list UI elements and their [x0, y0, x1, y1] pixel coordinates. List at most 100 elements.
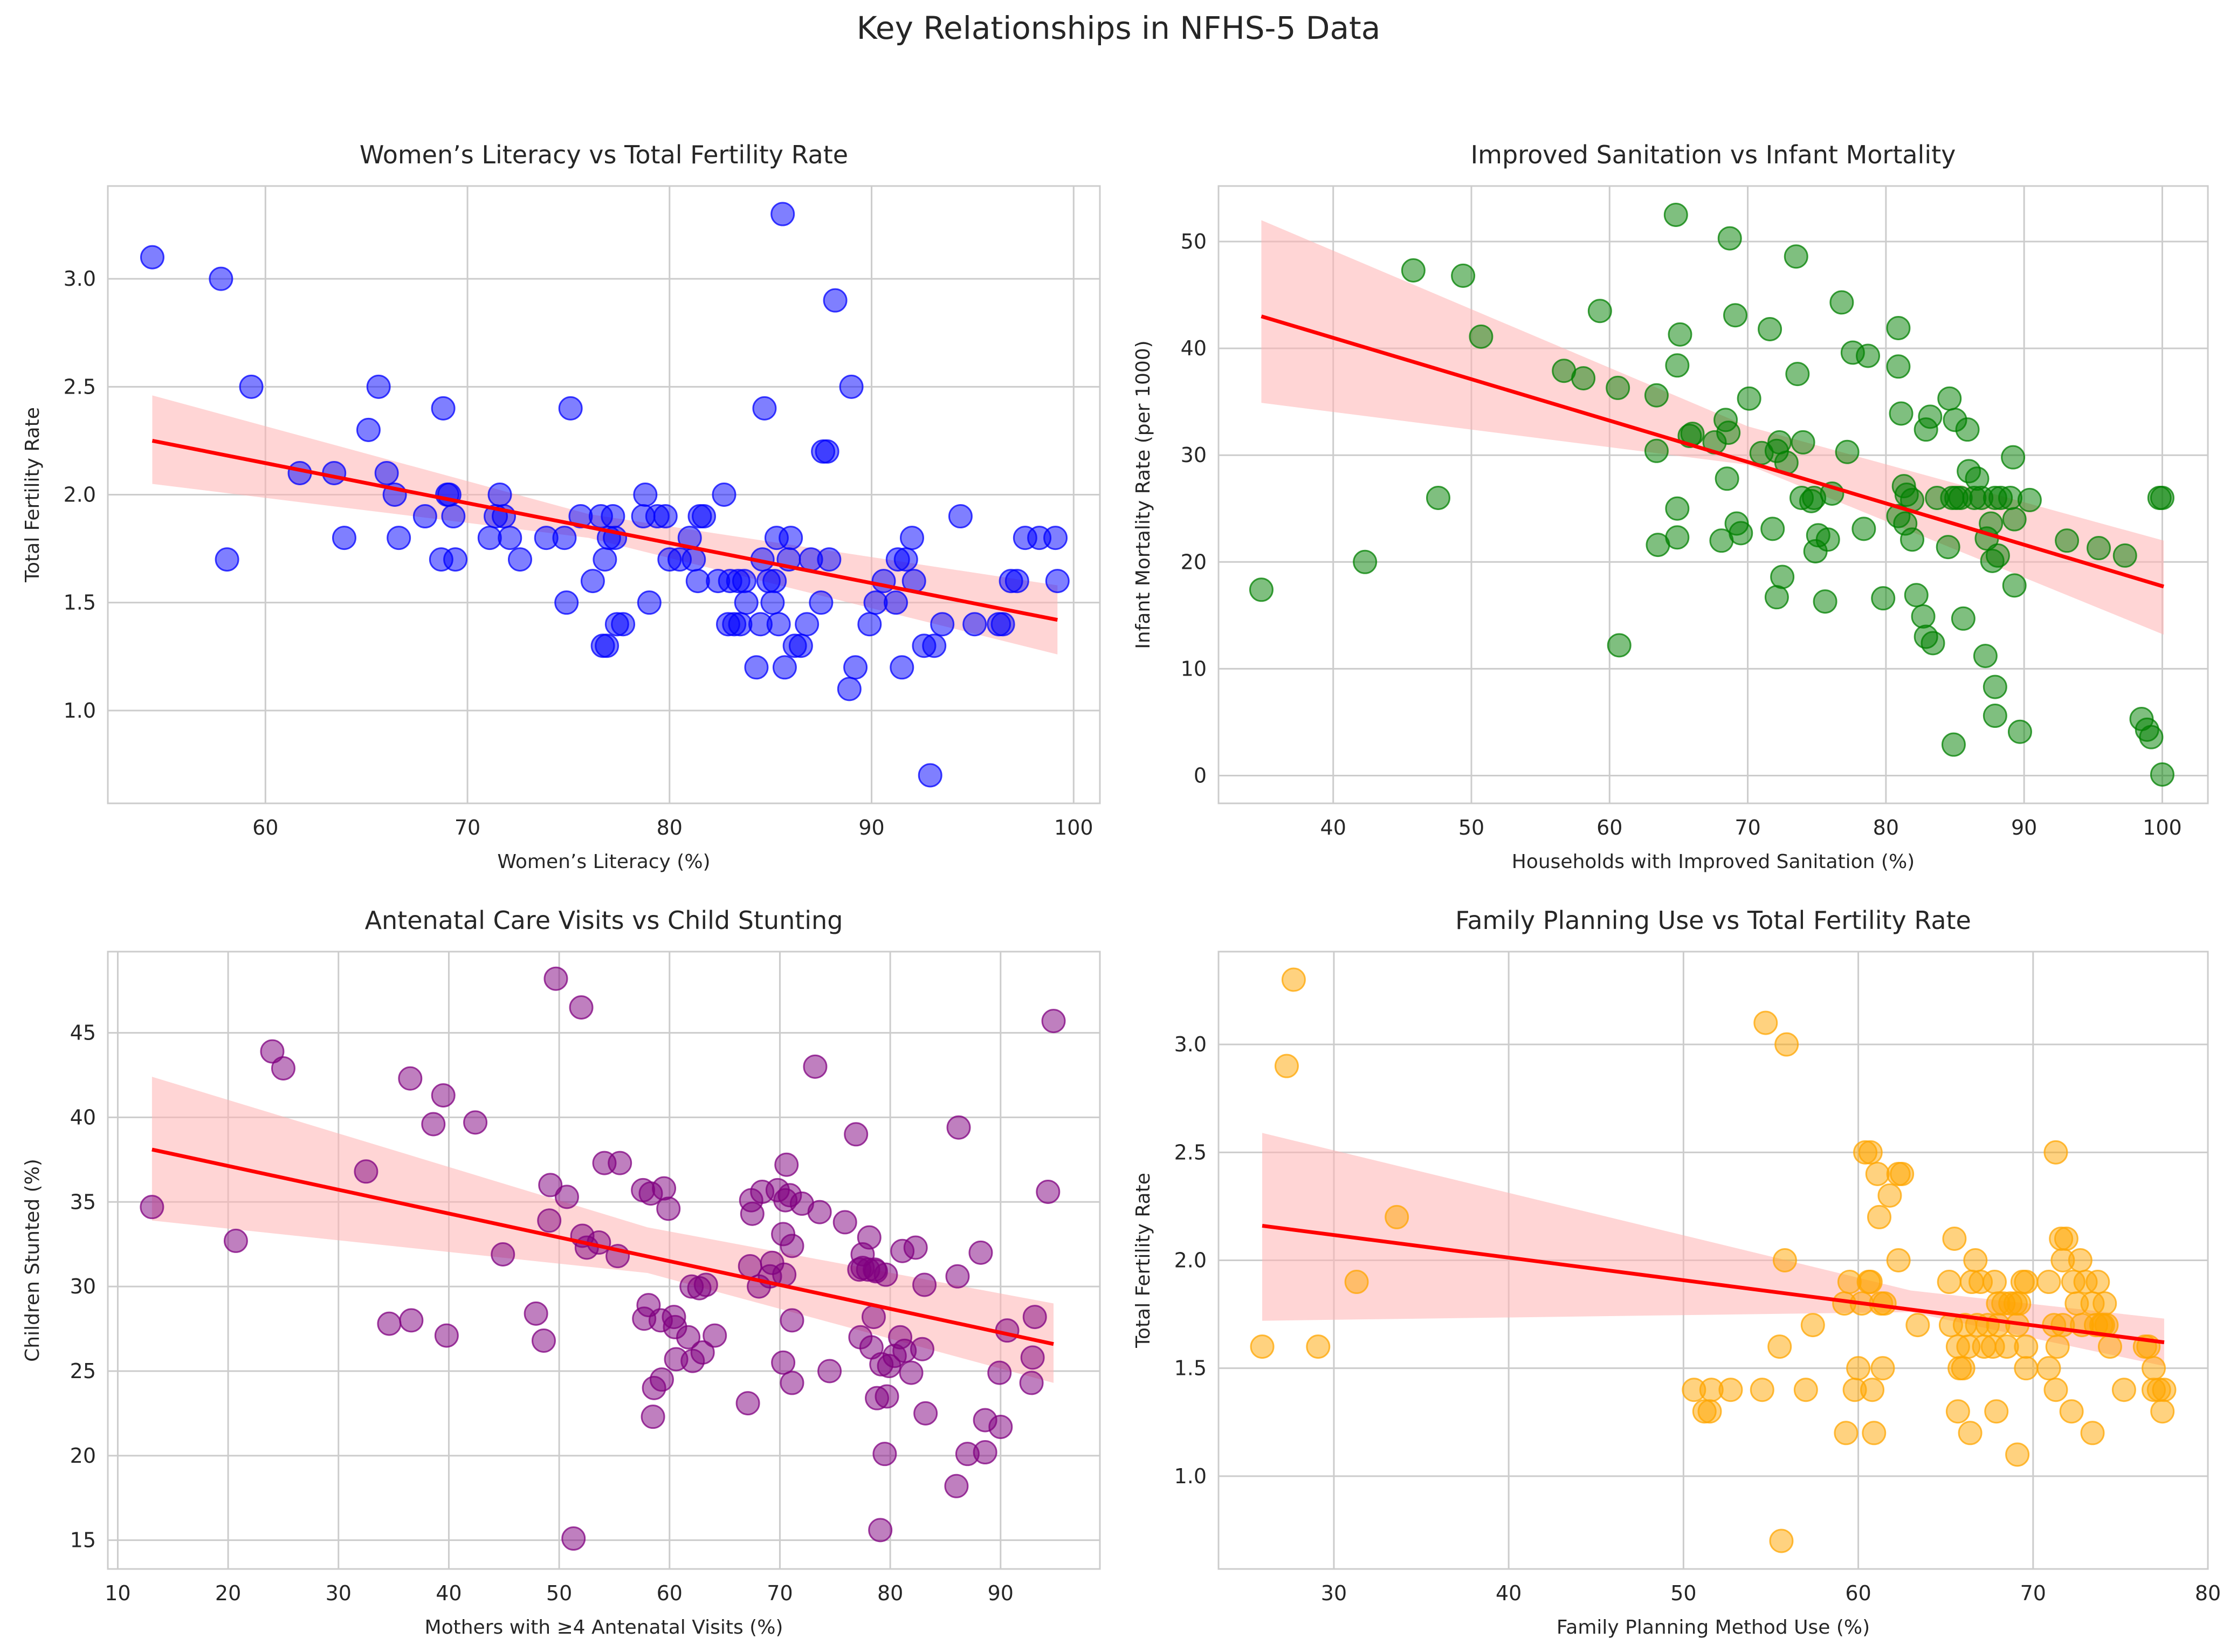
scatter-point: [2036, 1356, 2061, 1381]
scatter-point: [1800, 1313, 1825, 1338]
x-tick-label: 80: [2195, 1581, 2221, 1605]
scatter-point: [2002, 573, 2027, 598]
scatter-point: [431, 396, 456, 421]
y-axis-label: Infant Mortality Rate (per 1000): [1132, 340, 1154, 649]
scatter-point: [1769, 1529, 1794, 1553]
scatter-point: [1760, 517, 1785, 541]
scatter-point: [377, 1311, 402, 1336]
scatter-point: [366, 374, 391, 399]
x-tick-label: 40: [436, 1581, 462, 1605]
scatter-point: [1958, 1421, 1983, 1446]
x-tick-label: 60: [1596, 816, 1622, 839]
scatter-point: [1886, 1248, 1911, 1272]
scatter-point: [1045, 569, 1070, 594]
scatter-point: [857, 1225, 882, 1250]
scatter-point: [561, 1526, 586, 1551]
y-tick-label: 1.5: [1174, 1357, 1207, 1380]
scatter-point: [2045, 1334, 2070, 1359]
scatter-point: [2036, 1270, 2061, 1295]
scatter-point: [1469, 324, 1493, 349]
scatter-point: [744, 655, 769, 680]
scatter-point: [443, 547, 468, 572]
scatter-point: [676, 1325, 701, 1350]
scatter-point: [434, 1323, 459, 1348]
y-tick-label: 3.0: [64, 267, 96, 291]
scatter-point: [2002, 507, 2027, 532]
scatter-point: [843, 655, 868, 680]
scatter-point: [779, 526, 803, 550]
scatter-point: [1036, 1179, 1061, 1204]
scatter-point: [1019, 1371, 1044, 1395]
scatter-point: [1793, 1378, 1818, 1402]
axes-frame: [1217, 185, 2209, 804]
y-tick-label: 2.0: [1174, 1249, 1207, 1272]
scatter-point: [140, 1195, 164, 1220]
scatter-point: [1644, 438, 1669, 463]
x-tick-label: 70: [455, 816, 480, 839]
scatter-point: [690, 1340, 715, 1365]
x-axis-label: Mothers with ≥4 Antenatal Visits (%): [425, 1616, 783, 1639]
scatter-point: [215, 547, 239, 572]
scatter-point: [1004, 569, 1029, 594]
scatter-point: [1886, 354, 1911, 379]
scatter-point: [1274, 1054, 1299, 1078]
scatter-point: [1385, 1204, 1409, 1229]
scatter-point: [973, 1440, 997, 1465]
scatter-point: [656, 1196, 681, 1221]
scatter-point: [809, 590, 834, 615]
scatter-point: [893, 547, 918, 572]
scatter-point: [554, 590, 579, 615]
scatter-point: [774, 1152, 799, 1177]
scatter-point: [1607, 633, 1632, 658]
chart-literacy-vs-fertility: 60 70 80 90 100 1.0 1.5 2.0 2.5 3.0 Women’s Litera…: [22, 140, 1101, 873]
scatter-point: [649, 1367, 674, 1392]
scatter-point: [569, 995, 594, 1020]
scatter-point: [788, 634, 813, 658]
scatter-point: [1942, 1226, 1967, 1251]
scatter-point: [412, 504, 437, 529]
y-tick-label: 20: [1181, 550, 1207, 574]
scatter-point: [1020, 1345, 1045, 1370]
x-tick-label: 60: [252, 816, 278, 839]
scatter-point: [2112, 543, 2137, 568]
scatter-point: [760, 590, 785, 615]
scatter-point: [1862, 1421, 1887, 1446]
scatter-point: [354, 1159, 378, 1184]
scatter-point: [601, 504, 625, 529]
y-axis-label: Total Fertility Rate: [22, 407, 44, 583]
y-tick-label: 40: [70, 1105, 96, 1129]
scatter-point: [873, 1262, 898, 1287]
scatter-point: [2014, 1356, 2039, 1381]
scatter-point: [2150, 485, 2174, 510]
y-tick-label: 2.0: [64, 483, 96, 507]
scatter-point: [498, 526, 522, 550]
scatter-point: [1571, 366, 1596, 391]
regression-line: [152, 438, 1058, 622]
scatter-point: [2150, 762, 2174, 787]
scatter-point: [1785, 362, 1810, 387]
scatter-point: [580, 569, 605, 594]
scatter-point: [2007, 1291, 2032, 1316]
scatter-point: [1767, 1334, 1792, 1359]
scatter-point: [766, 612, 791, 637]
scatter-point: [271, 1056, 295, 1080]
chart-title: Family Planning Use vs Total Fertility R…: [1455, 906, 1971, 935]
scatter-point: [1982, 1270, 2007, 1295]
scatter-point: [1886, 315, 1911, 340]
scatter-point: [2055, 528, 2080, 553]
scatter-point: [1921, 631, 1945, 656]
scatter-point: [1937, 1270, 1961, 1295]
y-tick-label: 40: [1181, 336, 1207, 360]
y-tick-label: 25: [70, 1359, 96, 1383]
scatter-point: [913, 1401, 938, 1426]
scatter-point: [1716, 421, 1741, 445]
scatter-point: [1911, 604, 1936, 629]
scatter-point: [1668, 322, 1692, 347]
scatter-point: [922, 634, 947, 658]
scatter-point: [1936, 535, 1960, 560]
scatter-point: [2080, 1421, 2105, 1446]
scatter-point: [946, 1115, 971, 1140]
scatter-point: [322, 460, 347, 485]
scatter-point: [1871, 586, 1896, 611]
regression-line: [1262, 1223, 2165, 1345]
